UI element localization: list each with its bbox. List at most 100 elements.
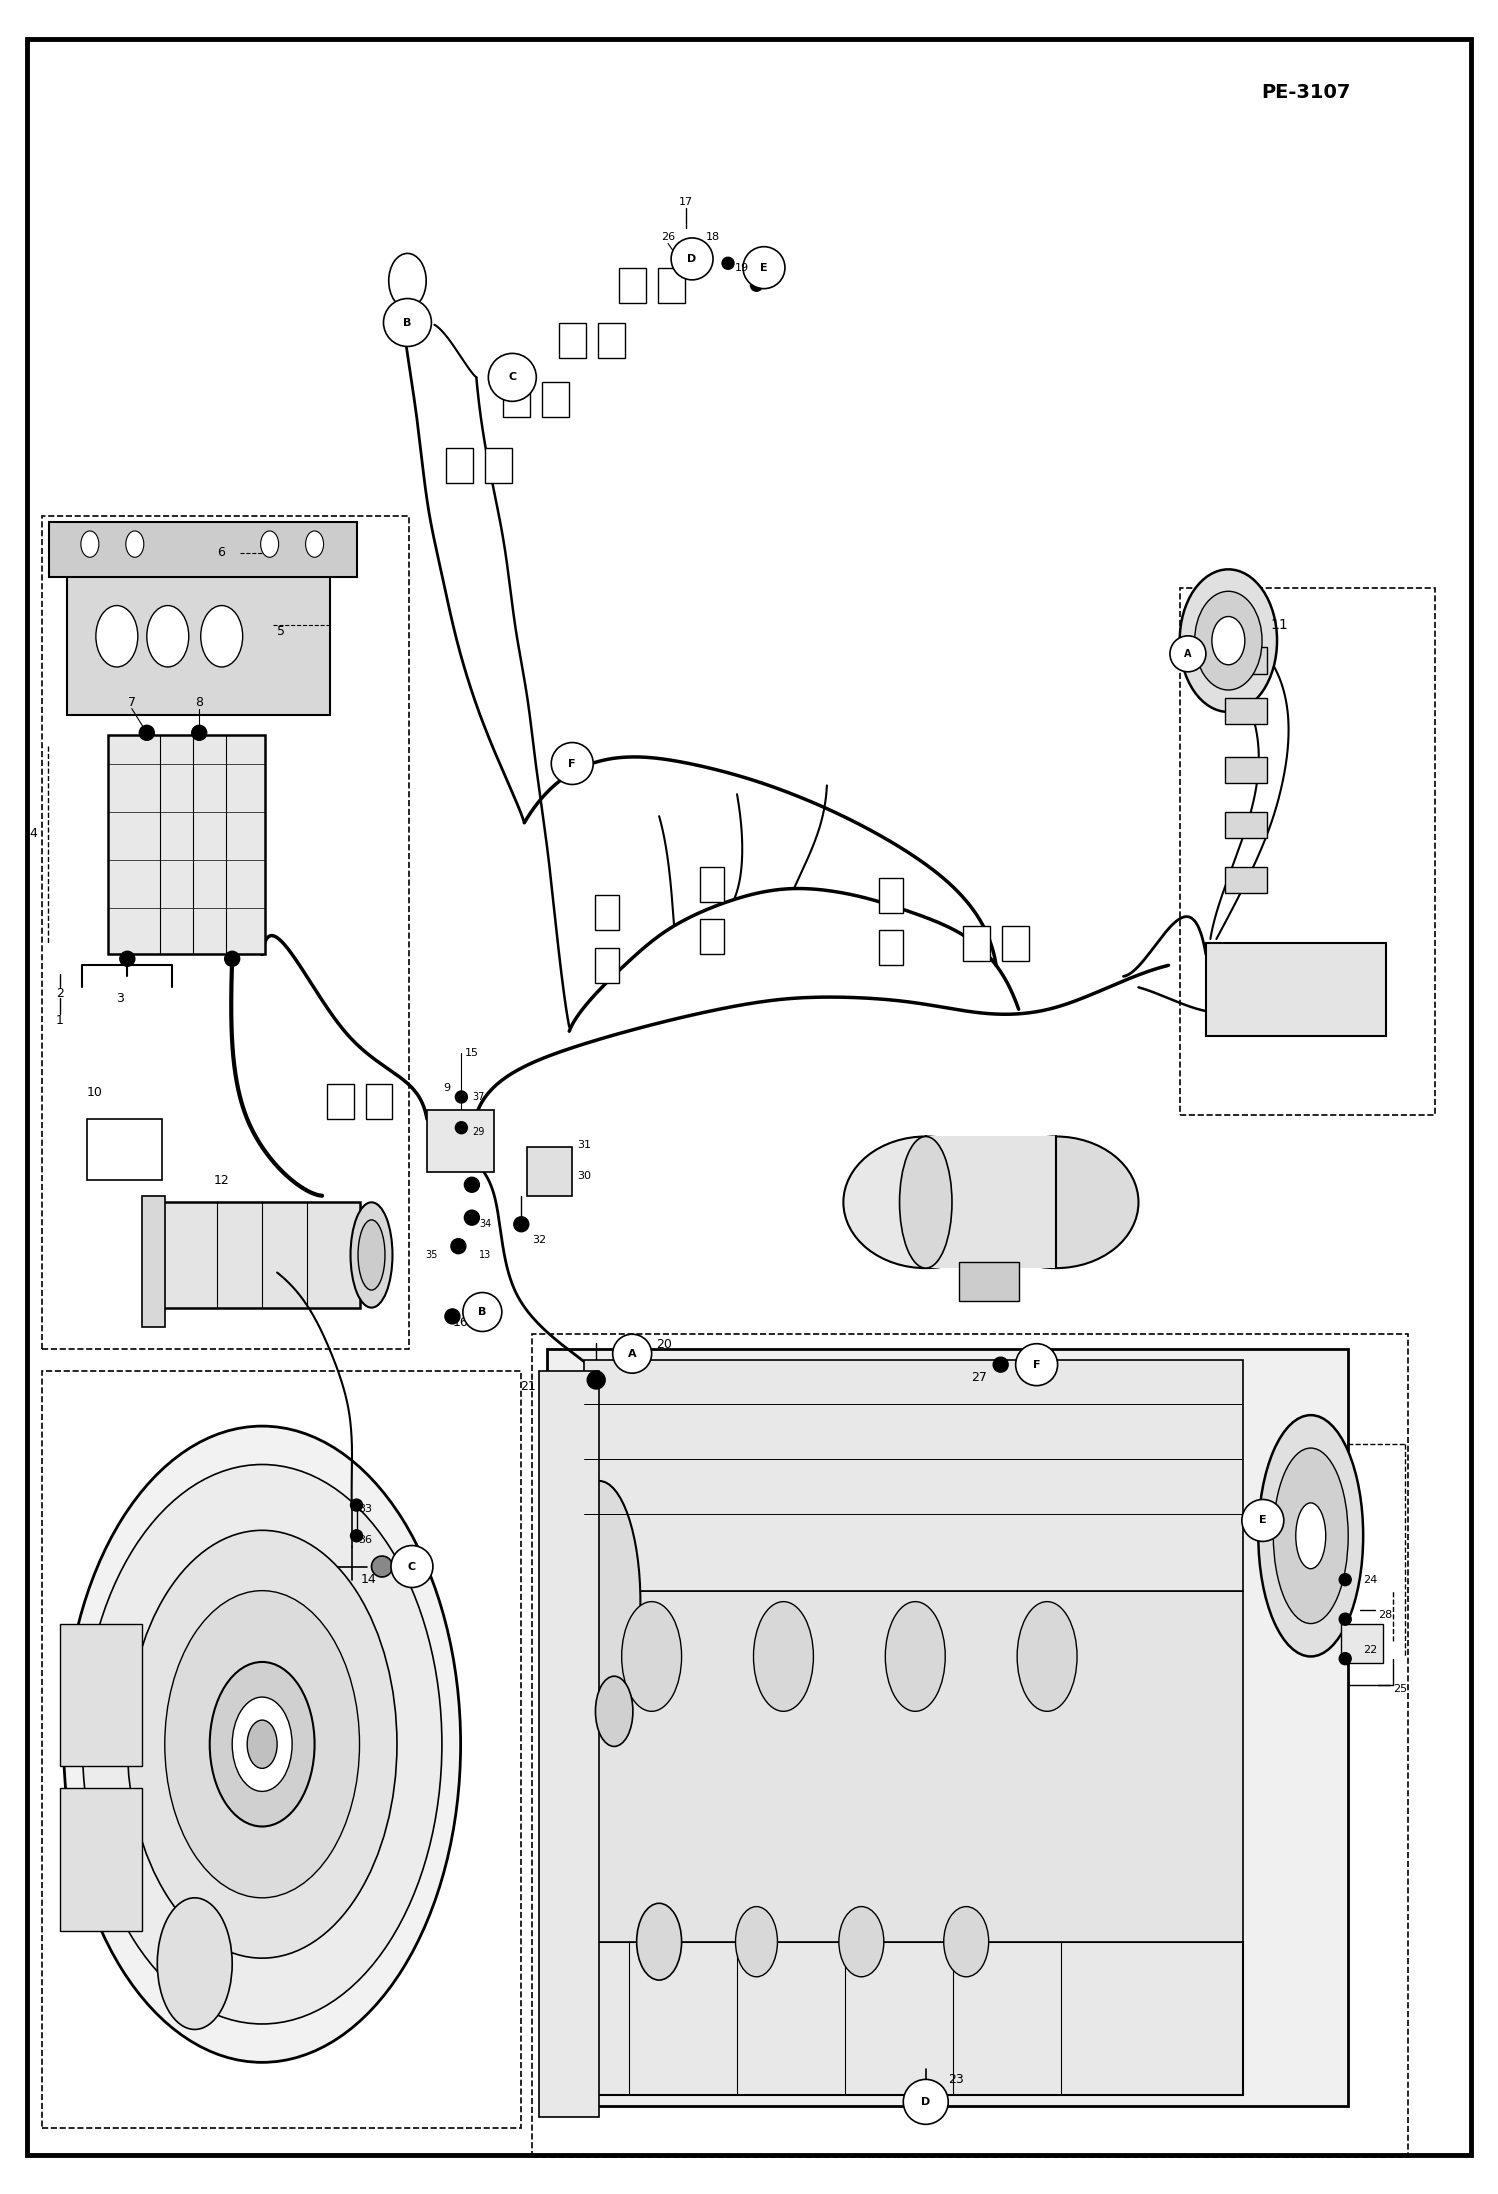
Text: 22: 22 — [1363, 1646, 1378, 1654]
Ellipse shape — [1180, 568, 1276, 713]
Bar — [1002, 926, 1029, 961]
Text: 24: 24 — [1363, 1575, 1378, 1584]
Bar — [49, 522, 357, 577]
Bar — [700, 919, 724, 954]
Bar — [598, 323, 625, 358]
Ellipse shape — [1212, 617, 1245, 665]
Bar — [87, 1119, 162, 1180]
Circle shape — [587, 1371, 605, 1389]
Bar — [503, 382, 530, 417]
Ellipse shape — [637, 1904, 682, 1981]
Text: 16: 16 — [452, 1316, 469, 1330]
Ellipse shape — [389, 255, 427, 309]
Ellipse shape — [557, 1481, 641, 1722]
Text: 29: 29 — [472, 1128, 484, 1136]
Circle shape — [192, 726, 207, 739]
Ellipse shape — [96, 606, 138, 667]
Circle shape — [488, 353, 536, 402]
Bar — [485, 448, 512, 483]
Ellipse shape — [306, 531, 324, 557]
Text: 7: 7 — [127, 695, 136, 709]
Text: 20: 20 — [656, 1338, 673, 1352]
Bar — [619, 268, 646, 303]
Bar — [42, 1371, 521, 2128]
Bar — [595, 948, 619, 983]
Bar — [584, 1360, 1243, 1591]
Bar — [1225, 757, 1267, 783]
Circle shape — [455, 1090, 467, 1104]
Text: 23: 23 — [948, 2073, 965, 2086]
Circle shape — [1170, 636, 1206, 671]
Ellipse shape — [127, 1531, 397, 1959]
Circle shape — [1242, 1499, 1284, 1542]
Bar — [559, 323, 586, 358]
Bar — [539, 1371, 599, 2117]
Bar — [542, 382, 569, 417]
Text: 3: 3 — [115, 992, 124, 1005]
Ellipse shape — [1017, 1602, 1077, 1711]
Text: 8: 8 — [195, 695, 204, 709]
Text: C: C — [407, 1562, 416, 1571]
Text: F: F — [1032, 1360, 1041, 1369]
Ellipse shape — [82, 1466, 442, 2025]
Ellipse shape — [1296, 1503, 1326, 1569]
Circle shape — [464, 1178, 479, 1191]
Circle shape — [451, 1240, 466, 1253]
Text: 1: 1 — [55, 1014, 64, 1027]
Circle shape — [383, 298, 431, 347]
Bar — [446, 448, 473, 483]
Bar — [366, 1084, 392, 1119]
Text: 18: 18 — [706, 233, 721, 241]
Circle shape — [903, 2080, 948, 2124]
Circle shape — [1339, 1573, 1351, 1586]
Bar — [60, 1788, 142, 1931]
Ellipse shape — [351, 1202, 392, 1308]
Ellipse shape — [157, 1898, 232, 2029]
Circle shape — [993, 1358, 1008, 1371]
Ellipse shape — [63, 1426, 461, 2062]
Circle shape — [464, 1211, 479, 1224]
Circle shape — [1339, 1652, 1351, 1665]
Text: A: A — [628, 1349, 637, 1358]
Circle shape — [351, 1529, 363, 1542]
Text: 5: 5 — [277, 625, 285, 638]
Ellipse shape — [232, 1698, 292, 1790]
Ellipse shape — [261, 531, 279, 557]
Circle shape — [120, 952, 135, 965]
Ellipse shape — [736, 1907, 777, 1977]
Bar — [42, 516, 409, 1349]
Bar — [1225, 867, 1267, 893]
Text: 30: 30 — [577, 1172, 590, 1180]
Bar — [700, 867, 724, 902]
Text: 6: 6 — [217, 546, 225, 559]
Bar — [108, 735, 265, 954]
Text: E: E — [759, 263, 768, 272]
Circle shape — [463, 1292, 502, 1332]
Bar — [1225, 647, 1267, 674]
Bar — [959, 1262, 1019, 1301]
Text: 21: 21 — [520, 1380, 536, 1393]
Ellipse shape — [1258, 1415, 1363, 1656]
Text: 27: 27 — [971, 1371, 987, 1384]
Text: 35: 35 — [425, 1251, 437, 1259]
Text: 28: 28 — [1378, 1610, 1393, 1619]
Bar — [1225, 698, 1267, 724]
Text: 26: 26 — [661, 233, 676, 241]
Bar — [1180, 588, 1435, 1115]
Ellipse shape — [944, 1907, 989, 1977]
Ellipse shape — [165, 1591, 360, 1898]
Text: 11: 11 — [1270, 619, 1288, 632]
Circle shape — [351, 1499, 363, 1512]
Circle shape — [743, 246, 785, 290]
Text: 37: 37 — [472, 1093, 484, 1101]
Bar — [427, 1110, 494, 1172]
Ellipse shape — [1273, 1448, 1348, 1624]
Ellipse shape — [1195, 592, 1261, 691]
Bar — [532, 1334, 1408, 2157]
Ellipse shape — [126, 531, 144, 557]
Bar — [926, 1136, 1056, 1268]
Bar — [1206, 943, 1386, 1036]
Text: PE-3107: PE-3107 — [1261, 83, 1351, 101]
Bar — [1225, 812, 1267, 838]
Bar — [547, 1349, 1348, 2106]
